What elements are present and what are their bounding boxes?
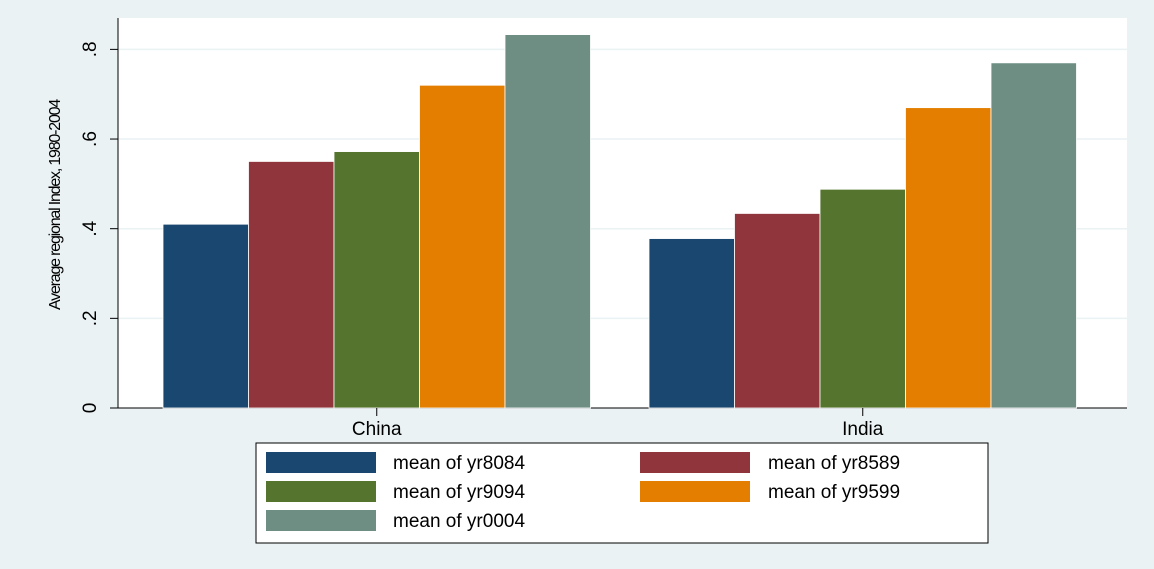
bar-mean-of-yr0004-india xyxy=(990,62,1077,409)
bar-mean-of-yr8589-china xyxy=(248,161,335,409)
legend-label: mean of yr8084 xyxy=(393,453,525,474)
y-tick-label: .4 xyxy=(80,220,101,236)
x-category-label: India xyxy=(842,419,884,440)
legend-swatch xyxy=(266,481,376,502)
legend-label: mean of yr0004 xyxy=(393,511,525,532)
legend-box xyxy=(255,442,989,544)
bar-mean-of-yr0004-china xyxy=(504,34,591,409)
legend-swatch xyxy=(640,452,750,473)
bar-mean-of-yr9094-india xyxy=(819,188,906,409)
legend-label: mean of yr8589 xyxy=(768,453,900,474)
y-tick-label: .6 xyxy=(80,131,101,147)
legend-label: mean of yr9094 xyxy=(393,482,525,503)
legend-swatch xyxy=(266,510,376,531)
bar-mean-of-yr8084-china xyxy=(162,223,249,409)
y-tick-label: .2 xyxy=(80,310,101,326)
legend: mean of yr8084 mean of yr8589 mean of yr90… xyxy=(255,442,989,544)
y-tick-label: 0 xyxy=(80,403,101,414)
x-category-label: China xyxy=(352,419,402,440)
legend-swatch xyxy=(266,452,376,473)
y-axis-label: Average regional Index, 1980-2004 xyxy=(47,99,64,310)
bar-mean-of-yr9599-china xyxy=(419,84,506,409)
bar-mean-of-yr9094-china xyxy=(333,151,420,409)
legend-label: mean of yr9599 xyxy=(768,482,900,503)
legend-swatch xyxy=(640,481,750,502)
bar-mean-of-yr9599-india xyxy=(905,107,992,409)
bar-mean-of-yr8084-india xyxy=(648,238,735,409)
bar-mean-of-yr8589-india xyxy=(734,213,821,409)
y-tick-label: .8 xyxy=(80,41,101,57)
